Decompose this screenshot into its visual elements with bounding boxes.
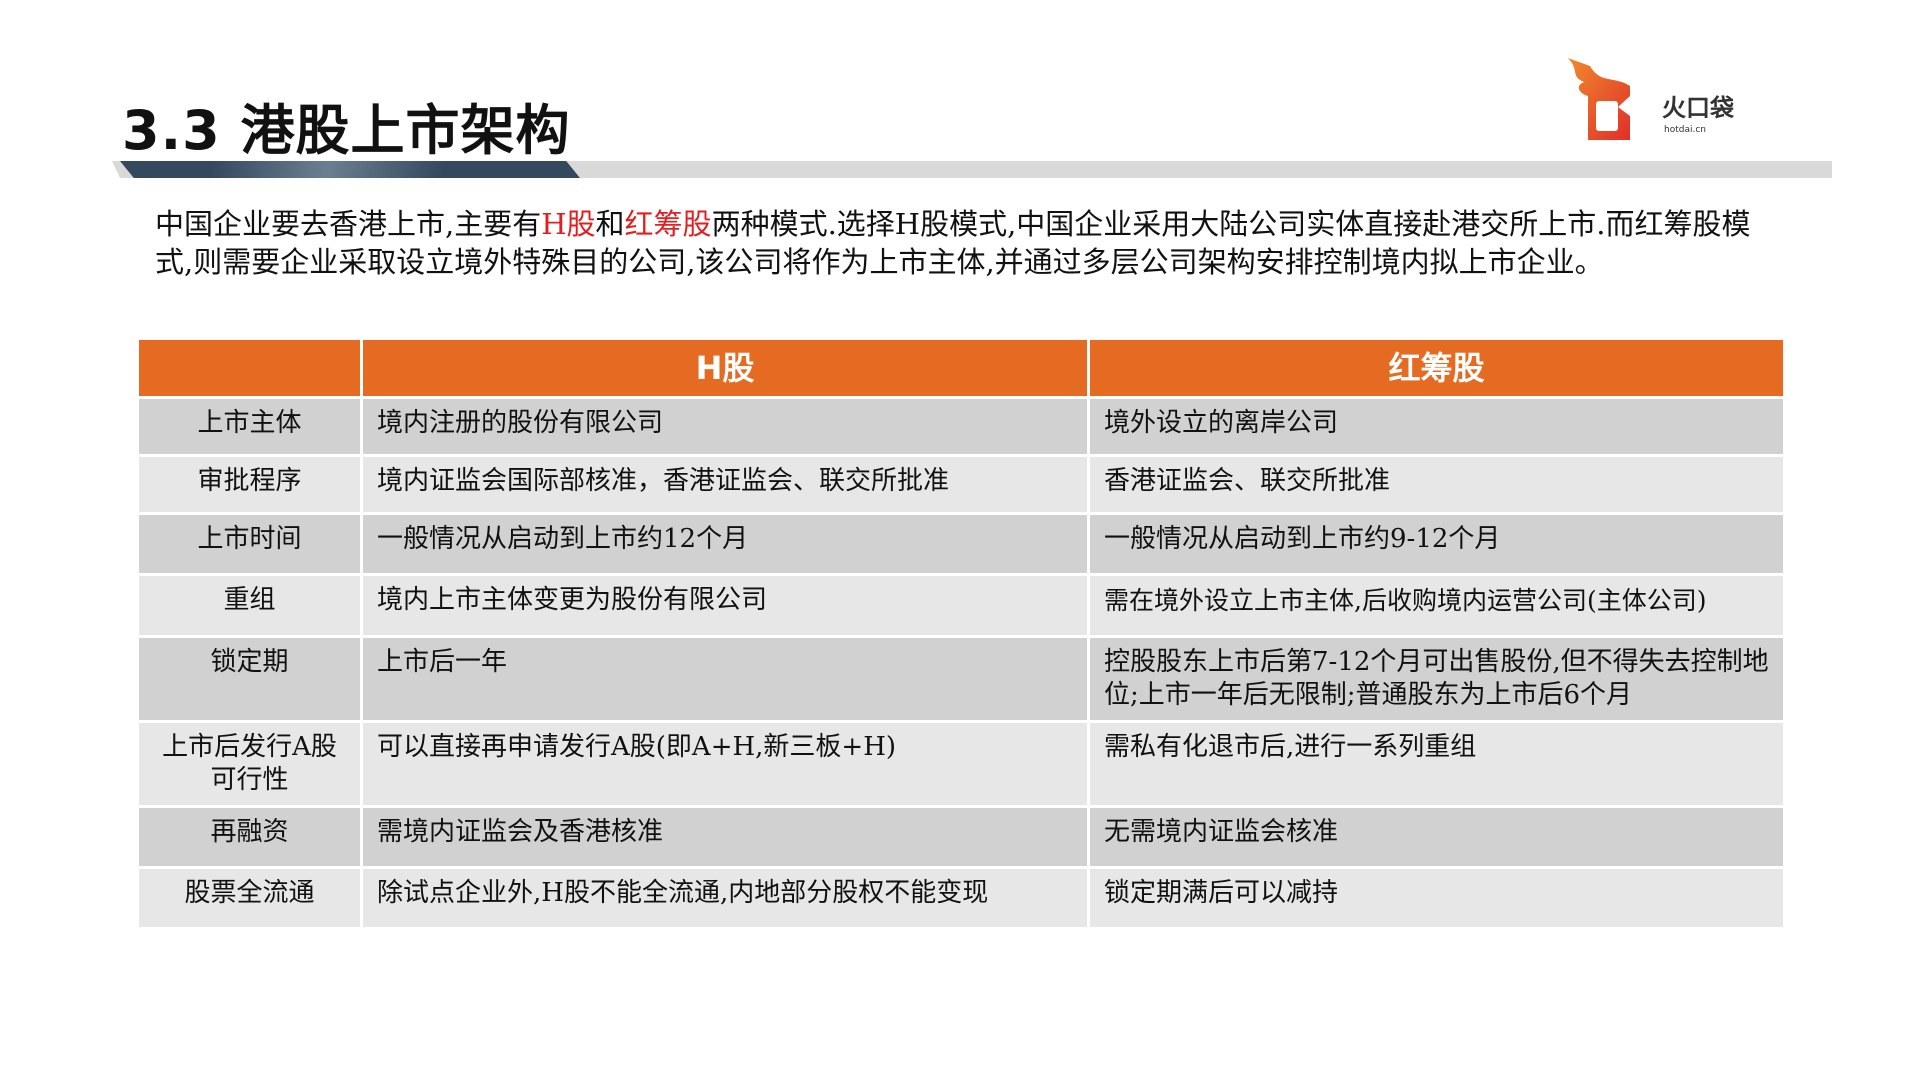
table-row: 股票全流通 除试点企业外,H股不能全流通,内地部分股权不能变现 锁定期满后可以减持: [139, 869, 1786, 930]
red-chip-cell: 境外设立的离岸公司: [1090, 399, 1786, 457]
h-share-cell: 一般情况从启动到上市约12个月: [363, 515, 1090, 576]
row-label: 上市时间: [139, 515, 363, 576]
table-row: 锁定期 上市后一年 控股股东上市后第7-12个月可出售股份,但不得失去控制地位;上市…: [139, 638, 1786, 723]
row-label: 审批程序: [139, 457, 363, 515]
title-band-dark: [120, 161, 580, 178]
row-label: 重组: [139, 576, 363, 638]
table-row: 上市时间 一般情况从启动到上市约12个月 一般情况从启动到上市约9-12个月: [139, 515, 1786, 576]
red-chip-cell: 无需境内证监会核准: [1090, 808, 1786, 869]
h-share-highlight: H股: [541, 207, 596, 241]
h-share-cell: 除试点企业外,H股不能全流通,内地部分股权不能变现: [363, 869, 1090, 930]
h-share-cell: 境内注册的股份有限公司: [363, 399, 1090, 457]
table-row: 再融资 需境内证监会及香港核准 无需境内证监会核准: [139, 808, 1786, 869]
red-chip-cell: 需私有化退市后,进行一系列重组: [1090, 723, 1786, 808]
red-chip-cell: 需在境外设立上市主体,后收购境内运营公司(主体公司): [1090, 576, 1786, 638]
svg-text:hotdai.cn: hotdai.cn: [1664, 125, 1706, 135]
red-chip-cell: 控股股东上市后第7-12个月可出售股份,但不得失去控制地位;上市一年后无限制;普…: [1090, 638, 1786, 723]
red-chip-cell: 香港证监会、联交所批准: [1090, 457, 1786, 515]
h-share-cell: 需境内证监会及香港核准: [363, 808, 1090, 869]
table-row: 重组 境内上市主体变更为股份有限公司 需在境外设立上市主体,后收购境内运营公司(主体…: [139, 576, 1786, 638]
intro-paragraph: 中国企业要去香港上市,主要有H股和红筹股两种模式.选择H股模式,中国企业采用大陆…: [155, 207, 1751, 279]
h-share-cell: 境内证监会国际部核准，香港证监会、联交所批准: [363, 457, 1090, 515]
red-chip-cell: 锁定期满后可以减持: [1090, 869, 1786, 930]
header-empty: [139, 340, 363, 399]
header-h-share: H股: [363, 340, 1090, 399]
hotdai-logo: 火口袋 hotdai.cn: [1568, 58, 1735, 140]
comparison-table: H股 红筹股 上市主体 境内注册的股份有限公司 境外设立的离岸公司 审批程序 境内证监…: [139, 340, 1786, 930]
header-red-chip: 红筹股: [1090, 340, 1786, 399]
table-header-row: H股 红筹股: [139, 340, 1786, 399]
row-label: 股票全流通: [139, 869, 363, 930]
page-title: 3.3 港股上市架构: [122, 99, 571, 162]
row-label: 上市后发行A股可行性: [139, 723, 363, 808]
row-label: 锁定期: [139, 638, 363, 723]
red-chip-highlight: 红筹股: [624, 207, 712, 241]
row-label: 上市主体: [139, 399, 363, 457]
row-label: 再融资: [139, 808, 363, 869]
table-row: 审批程序 境内证监会国际部核准，香港证监会、联交所批准 香港证监会、联交所批准: [139, 457, 1786, 515]
h-share-cell: 境内上市主体变更为股份有限公司: [363, 576, 1090, 638]
red-chip-cell: 一般情况从启动到上市约9-12个月: [1090, 515, 1786, 576]
table-row: 上市后发行A股可行性 可以直接再申请发行A股(即A+H,新三板+H) 需私有化退市后…: [139, 723, 1786, 808]
h-share-cell: 可以直接再申请发行A股(即A+H,新三板+H): [363, 723, 1090, 808]
svg-text:火口袋: 火口袋: [1662, 94, 1735, 122]
table-row: 上市主体 境内注册的股份有限公司 境外设立的离岸公司: [139, 399, 1786, 457]
h-share-cell: 上市后一年: [363, 638, 1090, 723]
